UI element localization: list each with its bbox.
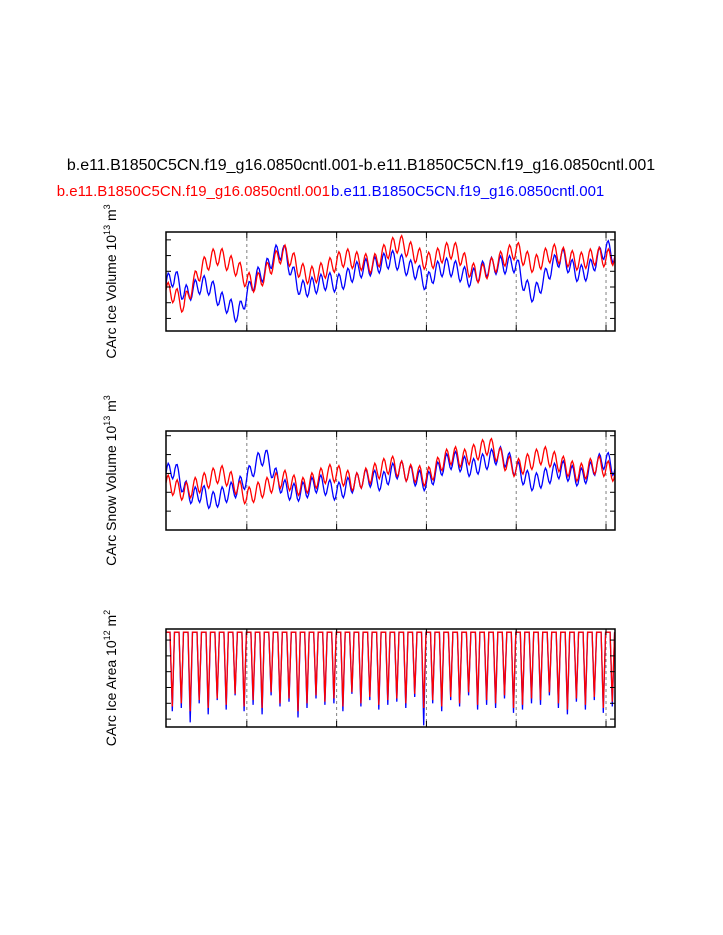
snow-volume-series-blue (166, 445, 615, 510)
ice-volume-ylabel-ylabel-exp: 13 (102, 225, 112, 235)
ice-volume-panel: CArc Ice Volume 1013 m3 (102, 204, 616, 359)
snow-volume-ylabel-ylabel-exp: 13 (102, 416, 112, 426)
ice-area-ylabel-ylabel-exp: 12 (102, 630, 112, 640)
ice-area-ylabel-ylabel: CArc Ice Area 10 (103, 640, 119, 746)
ice-volume-ylabel: CArc Ice Volume 1013 m3 (102, 204, 119, 358)
snow-volume-ylabel: CArc Snow Volume 1013 m3 (102, 395, 119, 566)
snow-volume-ylabel-ylabel: CArc Snow Volume 10 (103, 426, 119, 566)
ice-volume-series-red (166, 234, 615, 314)
legend-blue-label: b.e11.B1850C5CN.f19_g16.0850cntl.001 (331, 183, 604, 200)
ice-volume-series-blue (166, 239, 615, 324)
ice-volume-ylabel-ylabel: CArc Ice Volume 10 (103, 235, 119, 359)
snow-volume-frame (165, 430, 616, 531)
legend-red-label: b.e11.B1850C5CN.f19_g16.0850cntl.001 (57, 183, 330, 200)
snow-volume-series-red (166, 437, 615, 506)
ice-area-ylabel-ylabel-unit: m (103, 615, 119, 631)
ice-area-ylabel: CArc Ice Area 1012 m2 (102, 610, 119, 746)
snow-volume-ylabel-ylabel-unit: m (103, 400, 119, 416)
ice-volume-frame (165, 231, 616, 332)
snow-volume-ylabel-ylabel-unit-exp: 3 (102, 395, 112, 400)
ice-volume-ylabel-ylabel-unit-exp: 3 (102, 204, 112, 209)
figure-title: b.e11.B1850C5CN.f19_g16.0850cntl.001-b.e… (67, 157, 655, 174)
ice-area-frame (165, 628, 616, 728)
ice-area-panel: CArc Ice Area 1012 m2 (102, 610, 616, 746)
snow-volume-panel: CArc Snow Volume 1013 m3 (102, 395, 616, 566)
ice-area-ylabel-ylabel-unit-exp: 2 (102, 610, 112, 615)
ice-volume-ylabel-ylabel-unit: m (103, 209, 119, 225)
ice-area-series-red (166, 631, 615, 712)
